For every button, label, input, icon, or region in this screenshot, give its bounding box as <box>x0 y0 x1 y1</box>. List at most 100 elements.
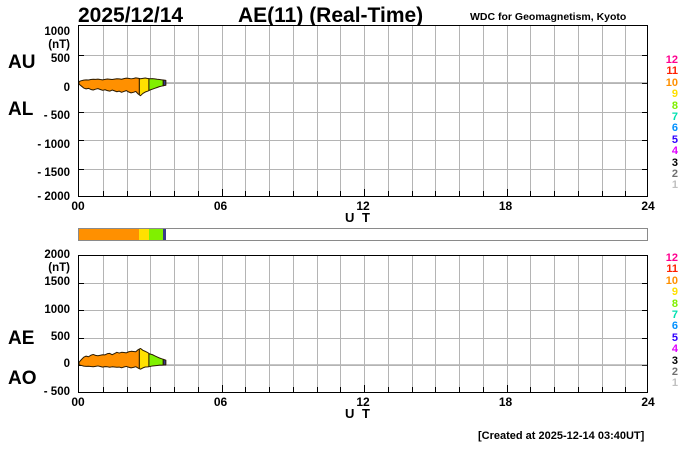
x-axis-title-bottom: U T <box>345 406 372 421</box>
axis-tick-x <box>150 191 152 196</box>
series-label-ao: AO <box>8 368 37 389</box>
gridline-v <box>126 256 128 392</box>
trace-segment <box>79 348 140 370</box>
gridline-v <box>221 256 223 392</box>
y-axis-unit-top: (nT) <box>48 39 70 51</box>
series-label-al: AL <box>8 99 34 120</box>
axis-tick-x <box>174 387 175 392</box>
axis-tick-x <box>554 191 555 196</box>
gridline-h <box>79 140 647 142</box>
x-axis-label-06-bottom: 06 <box>213 395 228 409</box>
gridline-v <box>245 256 247 392</box>
y-axis-value-m1000: - 1000 <box>37 139 70 151</box>
y-axis-value-m1500: - 1500 <box>37 167 70 179</box>
legend-item-2: 2 <box>671 167 678 180</box>
axis-tick-x <box>459 387 460 392</box>
axis-tick-x <box>601 191 603 196</box>
legend-item-10: 10 <box>665 76 678 89</box>
gridline-v <box>601 256 603 392</box>
gridline-v <box>506 26 508 196</box>
y-axis-value-2000-b: 2000 <box>44 249 70 261</box>
gridline-h <box>79 283 647 285</box>
gridline-v <box>340 26 342 196</box>
legend-item-1: 1 <box>671 179 678 192</box>
gridline-v <box>387 26 389 196</box>
x-axis-label-18-top: 18 <box>498 199 513 213</box>
gridline-v <box>245 26 247 196</box>
y-axis-value-m500-b: - 500 <box>43 386 70 398</box>
legend-item-8: 8 <box>671 297 678 310</box>
gridline-v <box>174 256 175 392</box>
gridline-v <box>459 26 460 196</box>
legend-item-1: 1 <box>671 377 678 390</box>
gridline-h <box>79 310 647 312</box>
axis-tick-x <box>530 387 532 392</box>
gridline-v <box>316 26 318 196</box>
axis-tick-y <box>79 140 84 142</box>
legend-item-2: 2 <box>671 365 678 378</box>
y-axis-value-500-b: 500 <box>50 331 70 343</box>
axis-tick-x <box>435 387 437 392</box>
gridline-v <box>387 256 389 392</box>
gridline-v <box>554 26 555 196</box>
gridline-v <box>482 26 484 196</box>
gridline-v <box>102 26 104 196</box>
legend-item-3: 3 <box>671 156 678 169</box>
axis-tick-y <box>642 54 647 56</box>
gridline-v <box>174 26 175 196</box>
axis-tick-y <box>79 111 84 113</box>
gridline-v <box>292 256 294 392</box>
availability-segment <box>162 229 166 240</box>
ae-ao-plot-frame <box>78 255 648 393</box>
axis-tick-x <box>150 387 152 392</box>
legend-item-3: 3 <box>671 354 678 367</box>
trace-segment <box>138 347 150 370</box>
axis-tick-x <box>625 387 627 392</box>
trace-segment <box>162 358 167 366</box>
gridline-v <box>150 256 152 392</box>
axis-tick-y <box>642 337 647 339</box>
gridline-v <box>482 256 484 392</box>
ae-ao-trace <box>79 347 647 370</box>
axis-tick-x <box>197 387 199 392</box>
axis-tick-x <box>625 191 627 196</box>
axis-tick-y <box>642 283 647 285</box>
axis-tick-x <box>245 387 247 392</box>
gridline-v <box>197 26 199 196</box>
axis-tick-x <box>316 387 318 392</box>
legend-item-7: 7 <box>671 110 678 123</box>
axis-tick-x <box>459 191 460 196</box>
au-al-trace <box>79 77 647 97</box>
x-axis-label-12-bottom: 12 <box>356 395 370 409</box>
au-al-plot-frame <box>78 25 648 197</box>
trace-segment <box>148 352 164 368</box>
axis-tick-y <box>79 283 84 285</box>
axis-tick-x <box>292 191 294 196</box>
gridline-v <box>601 26 603 196</box>
x-axis-label-00-bottom: 00 <box>71 395 85 409</box>
chart-index-title: AE(11) (Real-Time) <box>238 4 424 27</box>
axis-tick-x <box>292 387 294 392</box>
axis-tick-x-major <box>506 385 508 392</box>
y-axis-value-1500-b: 1500 <box>44 276 70 288</box>
axis-tick-y <box>79 54 84 56</box>
axis-tick-x-major <box>364 385 365 392</box>
legend-item-10: 10 <box>665 274 678 287</box>
gridline-v <box>459 256 460 392</box>
axis-tick-x-major <box>364 189 365 196</box>
gridline-v <box>530 26 532 196</box>
gridline-h <box>79 54 647 56</box>
y-axis-value-1000: 1000 <box>44 26 70 38</box>
x-axis-label-24-top: 24 <box>641 199 655 213</box>
gridline-v <box>150 26 152 196</box>
gridline-v <box>411 256 413 392</box>
gridline-v <box>102 256 104 392</box>
axis-tick-x-major <box>506 189 508 196</box>
legend-item-8: 8 <box>671 99 678 112</box>
legend-item-6: 6 <box>671 320 678 333</box>
x-axis-title-top: U T <box>345 210 372 225</box>
axis-tick-y <box>642 169 647 170</box>
axis-tick-x <box>340 387 342 392</box>
gridline-v <box>625 26 627 196</box>
availability-segment <box>148 229 163 240</box>
